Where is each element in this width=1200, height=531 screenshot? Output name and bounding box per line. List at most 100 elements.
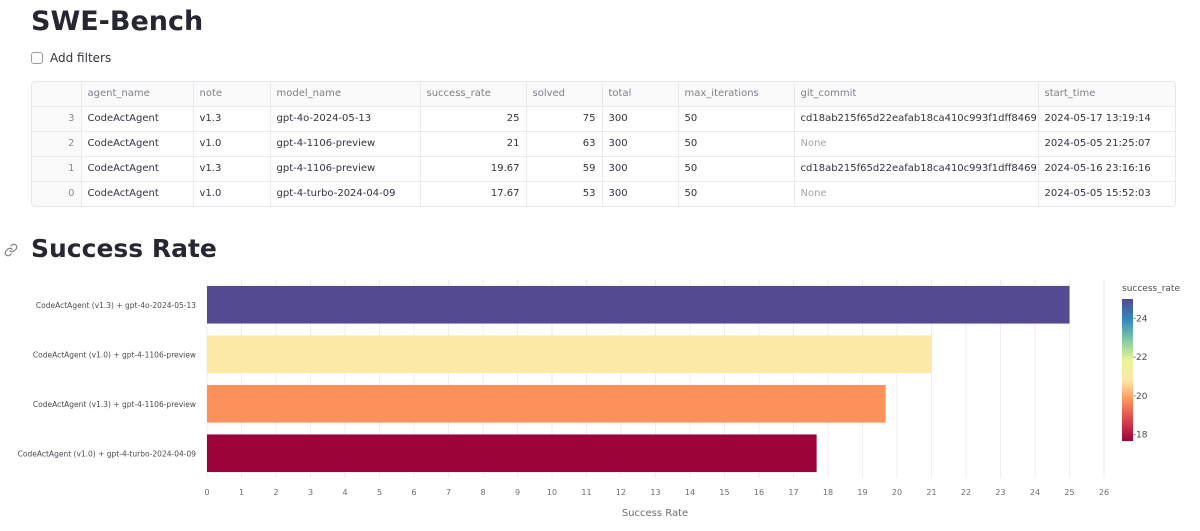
x-tick-label: 22 <box>961 488 971 497</box>
bar[interactable] <box>207 285 1070 324</box>
x-tick-label: 14 <box>685 488 695 497</box>
colorbar-gradient <box>1122 299 1133 441</box>
colorbar-title: success_rate <box>1122 284 1180 294</box>
cell-git-commit[interactable]: cd18ab215f65d22eafab18ca410c993f1dff8469 <box>794 156 1039 182</box>
column-header-max-iterations[interactable]: max_iterations <box>678 82 795 107</box>
row-index: 0 <box>32 181 82 206</box>
cell-git-commit[interactable]: None <box>794 181 1039 206</box>
x-tick-label: 5 <box>377 488 382 497</box>
row-index: 2 <box>32 131 82 157</box>
cell-start-time[interactable]: 2024-05-17 13:19:14 <box>1038 106 1175 132</box>
x-tick-label: 13 <box>650 488 660 497</box>
link-icon[interactable] <box>4 243 18 257</box>
column-header-git-commit[interactable]: git_commit <box>794 82 1039 107</box>
cell-solved[interactable]: 75 <box>526 106 603 132</box>
bar[interactable] <box>207 434 817 473</box>
cell-max-iterations[interactable]: 50 <box>678 181 795 206</box>
x-tick-label: 26 <box>1099 488 1109 497</box>
cell-success-rate[interactable]: 25 <box>420 106 527 132</box>
x-tick-label: 15 <box>719 488 729 497</box>
table-row[interactable]: 2 CodeActAgent v1.0 gpt-4-1106-preview 2… <box>32 131 1175 157</box>
colorbar-tick-label: 18 <box>1136 431 1148 441</box>
cell-note[interactable]: v1.0 <box>193 181 271 206</box>
page-title: SWE-Bench <box>31 6 204 37</box>
x-tick-label: 10 <box>547 488 557 497</box>
cell-model-name[interactable]: gpt-4-1106-preview <box>270 131 421 157</box>
success-rate-chart[interactable]: CodeActAgent (v1.3) + gpt-4o-2024-05-13 C… <box>0 270 1200 531</box>
column-header-model-name[interactable]: model_name <box>270 82 421 107</box>
cell-agent-name[interactable]: CodeActAgent <box>81 106 194 132</box>
add-filters-toggle[interactable]: Add filters <box>31 51 111 65</box>
cell-max-iterations[interactable]: 50 <box>678 131 795 157</box>
y-category-label: CodeActAgent (v1.0) + gpt-4-turbo-2024-0… <box>18 449 197 458</box>
cell-agent-name[interactable]: CodeActAgent <box>81 156 194 182</box>
table-row[interactable]: 0 CodeActAgent v1.0 gpt-4-turbo-2024-04-… <box>32 181 1175 206</box>
cell-start-time[interactable]: 2024-05-05 21:25:07 <box>1038 131 1175 157</box>
bar[interactable] <box>207 384 886 423</box>
column-header-start-time[interactable]: start_time <box>1038 82 1175 107</box>
cell-note[interactable]: v1.3 <box>193 106 271 132</box>
cell-start-time[interactable]: 2024-05-05 15:52:03 <box>1044 188 1151 200</box>
bar[interactable] <box>207 335 932 374</box>
x-tick-label: 3 <box>308 488 313 497</box>
cell-agent-name[interactable]: CodeActAgent <box>81 131 194 157</box>
add-filters-checkbox[interactable] <box>31 52 43 64</box>
y-category-label: CodeActAgent (v1.3) + gpt-4-1106-preview <box>33 400 196 409</box>
y-category-label: CodeActAgent (v1.3) + gpt-4o-2024-05-13 <box>36 301 196 310</box>
x-tick-label: 19 <box>857 488 867 497</box>
cell-model-name[interactable]: gpt-4o-2024-05-13 <box>270 106 421 132</box>
x-tick-label: 7 <box>446 488 451 497</box>
cell-success-rate[interactable]: 19.67 <box>420 156 527 182</box>
x-tick-label: 21 <box>926 488 936 497</box>
x-tick-label: 0 <box>204 488 209 497</box>
cell-success-rate[interactable]: 21 <box>420 131 527 157</box>
cell-solved[interactable]: 59 <box>526 156 603 182</box>
column-header-success-rate[interactable]: success_rate <box>420 82 527 107</box>
add-filters-label: Add filters <box>50 51 112 65</box>
section-title: Success Rate <box>31 234 217 263</box>
column-header-agent-name[interactable]: agent_name <box>81 82 194 107</box>
cell-max-iterations[interactable]: 50 <box>678 106 795 132</box>
x-tick-label: 8 <box>480 488 485 497</box>
cell-max-iterations[interactable]: 50 <box>678 156 795 182</box>
column-header-note[interactable]: note <box>193 82 271 107</box>
column-header-total[interactable]: total <box>602 82 679 107</box>
column-header-solved[interactable]: solved <box>526 82 603 107</box>
cell-total[interactable]: 300 <box>602 156 679 182</box>
cell-start-time[interactable]: 2024-05-16 23:16:16 <box>1038 156 1175 182</box>
x-tick-label: 1 <box>239 488 244 497</box>
cell-solved[interactable]: 63 <box>526 131 603 157</box>
cell-total[interactable]: 300 <box>602 181 679 206</box>
cell-note[interactable]: v1.0 <box>193 131 271 157</box>
table-row[interactable]: 3 CodeActAgent v1.3 gpt-4o-2024-05-13 25… <box>32 106 1175 132</box>
x-axis-label: Success Rate <box>622 508 688 519</box>
row-index: 3 <box>32 106 82 132</box>
column-header-index[interactable] <box>32 82 82 107</box>
colorbar-tick-label: 22 <box>1136 353 1147 363</box>
x-tick-label: 24 <box>1030 488 1040 497</box>
cell-model-name[interactable]: gpt-4-turbo-2024-04-09 <box>270 181 421 206</box>
x-tick-label: 9 <box>515 488 520 497</box>
x-tick-label: 18 <box>823 488 833 497</box>
x-tick-label: 25 <box>1064 488 1074 497</box>
table-row[interactable]: 1 CodeActAgent v1.3 gpt-4-1106-preview 1… <box>32 156 1175 182</box>
x-tick-label: 17 <box>788 488 798 497</box>
results-table[interactable]: agent_name note model_name success_rate … <box>31 81 1176 207</box>
x-tick-label: 16 <box>754 488 764 497</box>
cell-note[interactable]: v1.3 <box>193 156 271 182</box>
y-category-label: CodeActAgent (v1.0) + gpt-4-1106-preview <box>33 350 196 359</box>
cell-solved[interactable]: 53 <box>526 181 603 206</box>
cell-total[interactable]: 300 <box>602 131 679 157</box>
cell-total[interactable]: 300 <box>602 106 679 132</box>
table-header-row: agent_name note model_name success_rate … <box>32 82 1175 107</box>
cell-git-commit[interactable]: None <box>794 131 1039 157</box>
row-index: 1 <box>32 156 82 182</box>
cell-model-name[interactable]: gpt-4-1106-preview <box>270 156 421 182</box>
x-tick-label: 12 <box>616 488 626 497</box>
x-tick-label: 23 <box>995 488 1005 497</box>
x-tick-label: 11 <box>581 488 591 497</box>
cell-agent-name[interactable]: CodeActAgent <box>81 181 194 206</box>
cell-success-rate[interactable]: 17.67 <box>420 181 527 206</box>
cell-git-commit[interactable]: cd18ab215f65d22eafab18ca410c993f1dff8469 <box>794 106 1039 132</box>
x-tick-label: 6 <box>411 488 416 497</box>
